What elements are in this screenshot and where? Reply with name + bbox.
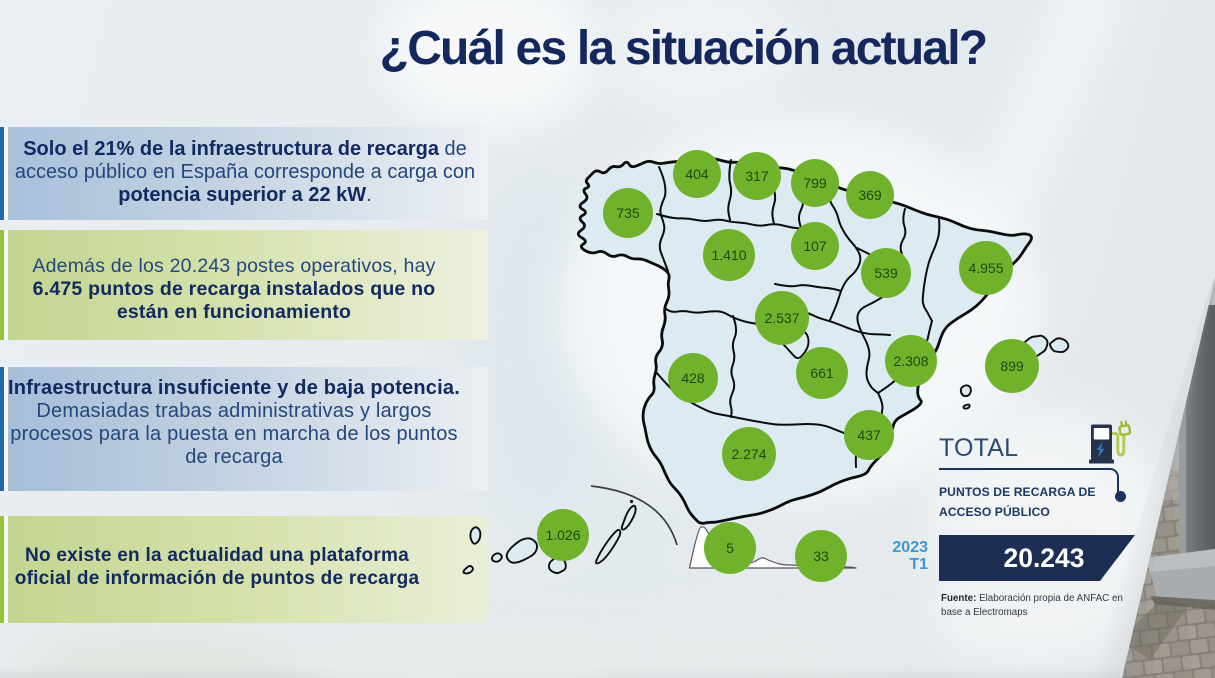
svg-text:899: 899 xyxy=(1000,358,1024,374)
svg-text:428: 428 xyxy=(681,370,705,386)
svg-text:404: 404 xyxy=(685,166,709,182)
svg-text:735: 735 xyxy=(616,205,640,221)
svg-text:799: 799 xyxy=(803,175,827,191)
svg-text:2.537: 2.537 xyxy=(764,310,799,326)
svg-text:1.026: 1.026 xyxy=(545,527,580,543)
svg-text:437: 437 xyxy=(857,427,881,443)
svg-text:5: 5 xyxy=(726,540,734,556)
svg-text:1.410: 1.410 xyxy=(711,247,746,263)
svg-text:317: 317 xyxy=(745,168,769,184)
svg-text:4.955: 4.955 xyxy=(968,260,1003,276)
svg-text:2.308: 2.308 xyxy=(893,353,928,369)
svg-text:107: 107 xyxy=(803,238,827,254)
svg-text:539: 539 xyxy=(874,265,898,281)
svg-text:369: 369 xyxy=(858,187,882,203)
svg-text:661: 661 xyxy=(810,365,834,381)
svg-text:2.274: 2.274 xyxy=(731,446,766,462)
svg-text:33: 33 xyxy=(813,548,829,564)
